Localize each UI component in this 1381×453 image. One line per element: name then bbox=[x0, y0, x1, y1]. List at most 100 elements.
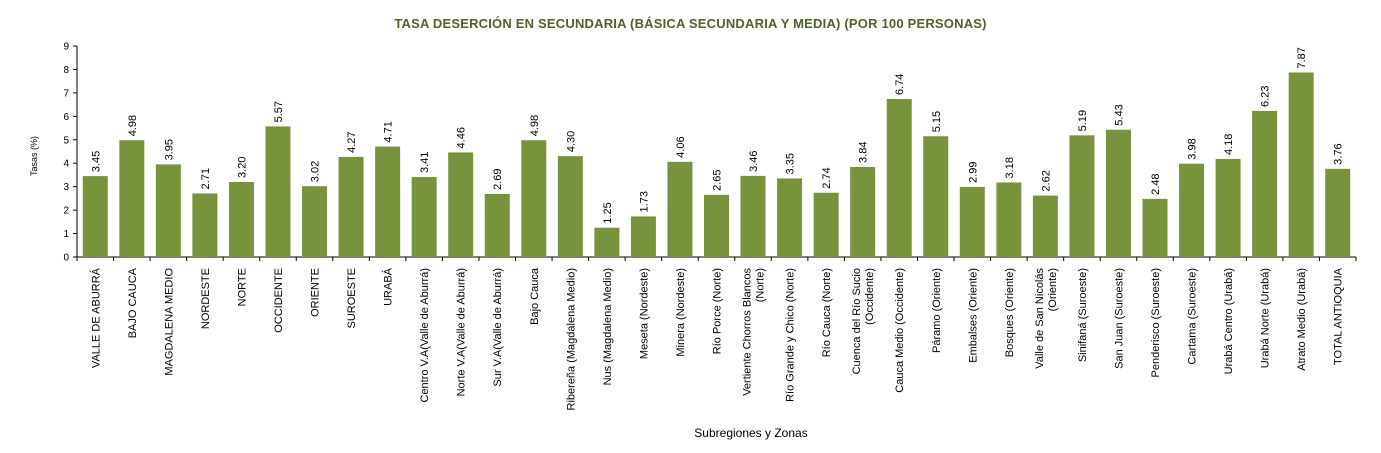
bar bbox=[1142, 198, 1168, 257]
data-label: 4.71 bbox=[383, 121, 395, 142]
category-label: Río Grande y Chico (Norte) bbox=[785, 268, 797, 402]
category-label: NORTE bbox=[236, 268, 248, 306]
data-label: 5.57 bbox=[273, 101, 285, 122]
category-label: Cartama (Suroeste) bbox=[1187, 268, 1199, 365]
data-label: 2.71 bbox=[200, 168, 212, 189]
y-axis-title: Tasas (%) bbox=[29, 136, 39, 176]
category-label: Sinifaná (Suroeste) bbox=[1077, 268, 1089, 362]
bar bbox=[923, 136, 949, 257]
data-label: 3.76 bbox=[1333, 143, 1345, 164]
data-label: 4.98 bbox=[127, 115, 139, 136]
data-label: 3.95 bbox=[163, 139, 175, 160]
bar bbox=[228, 181, 254, 257]
data-label: 3.84 bbox=[858, 142, 870, 163]
data-label: 4.30 bbox=[565, 131, 577, 152]
category-label: Urabá Centro (Urabá) bbox=[1223, 268, 1235, 374]
bar bbox=[740, 175, 766, 257]
data-label: 7.87 bbox=[1296, 47, 1308, 68]
data-label: 2.65 bbox=[712, 169, 724, 190]
data-label: 6.23 bbox=[1260, 86, 1272, 107]
category-label: San Juan (Suroeste) bbox=[1113, 268, 1125, 369]
bar bbox=[667, 161, 693, 257]
bar bbox=[777, 178, 803, 257]
bars-group bbox=[82, 72, 1351, 258]
bar bbox=[484, 193, 510, 257]
bar bbox=[119, 140, 145, 257]
bar bbox=[192, 193, 218, 257]
category-label: (Norte) bbox=[755, 268, 767, 302]
bar bbox=[521, 140, 547, 257]
category-label: Cauca Medio (Occidente) bbox=[894, 268, 906, 393]
category-label: Penderisco (Suroeste) bbox=[1150, 268, 1162, 377]
category-label: Sur V.A(Valle de Aburrá) bbox=[492, 268, 504, 387]
data-label: 3.02 bbox=[310, 161, 322, 182]
bar bbox=[82, 176, 108, 257]
category-label: NORDESTE bbox=[200, 268, 212, 329]
bar bbox=[1252, 110, 1278, 258]
category-label: MAGDALENA MEDIO bbox=[163, 268, 175, 376]
bar bbox=[850, 166, 876, 257]
category-label: Valle de San Nicolás bbox=[1034, 268, 1046, 369]
bar bbox=[1069, 135, 1095, 257]
data-label: 3.35 bbox=[785, 153, 797, 174]
data-label: 4.06 bbox=[675, 136, 687, 157]
category-label: Bosques (Oriente) bbox=[1004, 268, 1016, 357]
category-label: SUROESTE bbox=[346, 268, 358, 329]
bar bbox=[1325, 168, 1351, 257]
data-label: 4.98 bbox=[529, 115, 541, 136]
y-tick-label: 8 bbox=[63, 65, 69, 76]
y-tick-label: 0 bbox=[63, 253, 69, 264]
category-label: (Oriente) bbox=[1047, 268, 1059, 311]
category-label: Urabá Norte (Urabá) bbox=[1260, 268, 1272, 368]
data-label: 4.27 bbox=[346, 131, 358, 152]
y-tick-label: 5 bbox=[63, 135, 69, 146]
category-label: Ribereña (Magdalena Medio) bbox=[565, 268, 577, 410]
category-label: Atrato Medio (Urabá) bbox=[1296, 268, 1308, 371]
category-label: Páramo (Oriente) bbox=[931, 268, 943, 353]
bar bbox=[704, 194, 729, 257]
category-label: TOTAL ANTIOQUIA bbox=[1333, 267, 1345, 365]
data-label: 5.15 bbox=[931, 111, 943, 132]
data-label: 3.18 bbox=[1004, 157, 1016, 178]
data-label: 5.19 bbox=[1077, 110, 1089, 131]
data-label: 1.25 bbox=[602, 202, 614, 223]
bar bbox=[886, 98, 912, 258]
category-label: VALLE DE ABURRÁ bbox=[89, 267, 102, 368]
data-label: 4.18 bbox=[1223, 134, 1235, 155]
chart-title: TASA DESERCIÓN EN SECUNDARIA (BÁSICA SEC… bbox=[394, 16, 987, 31]
data-label: 2.74 bbox=[821, 167, 833, 188]
y-tick-label: 2 bbox=[63, 206, 69, 217]
bar bbox=[594, 227, 620, 257]
bar bbox=[959, 186, 985, 257]
data-label: 5.43 bbox=[1113, 104, 1125, 125]
x-axis-title: Subregiones y Zonas bbox=[694, 426, 807, 440]
category-label: Río Cauca (Norte) bbox=[821, 268, 833, 357]
bar bbox=[155, 164, 181, 257]
category-label: Nus (Magdalena Medio) bbox=[602, 268, 614, 385]
data-label: 6.74 bbox=[894, 74, 906, 95]
value-labels-group: 3.45 4.98 3.95 2.71 3.20 5.57 3.02 4.27 4.71 3.41… bbox=[90, 47, 1344, 224]
bar bbox=[375, 146, 401, 257]
category-label: ORIENTE bbox=[310, 268, 322, 317]
bar bbox=[996, 182, 1022, 257]
bar bbox=[1032, 195, 1058, 257]
data-label: 3.46 bbox=[748, 150, 760, 171]
data-label: 3.98 bbox=[1187, 138, 1199, 159]
category-label: BAJO CAUCA bbox=[127, 267, 139, 338]
bar bbox=[557, 156, 583, 257]
category-label: Minera (Nordeste) bbox=[675, 268, 687, 357]
bar bbox=[1215, 159, 1241, 257]
bar bbox=[411, 177, 437, 257]
category-label: Norte V.A(Valle de Aburrá) bbox=[456, 268, 468, 396]
category-label: (Occidente) bbox=[864, 268, 876, 325]
category-label: Meseta (Nordeste) bbox=[638, 268, 650, 359]
category-label: URABÁ bbox=[382, 267, 395, 306]
category-label: Bajo Cauca bbox=[529, 267, 541, 325]
bar bbox=[1288, 72, 1314, 258]
bar bbox=[1105, 129, 1131, 257]
data-label: 3.20 bbox=[236, 157, 248, 178]
category-label: Embalses (Oriente) bbox=[967, 268, 979, 363]
data-label: 1.73 bbox=[638, 191, 650, 212]
category-label: Centro V.A(Valle de Aburrá) bbox=[419, 268, 431, 403]
